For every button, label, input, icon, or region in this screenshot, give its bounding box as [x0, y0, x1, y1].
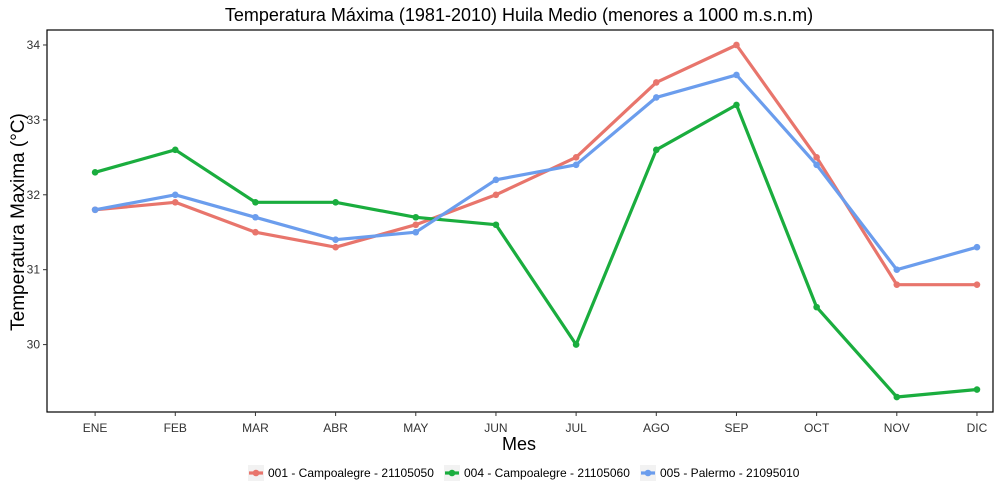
legend: 001 - Campoalegre - 21105050 004 - Campoa…: [248, 465, 800, 481]
x-axis: ENE FEB MAR ABR MAY JUN JUL AGO SEP OCT NOV DIC: [83, 412, 988, 435]
y-axis: 30 31 32 33 34: [27, 38, 47, 352]
data-point: [813, 154, 820, 161]
data-point: [652, 94, 660, 101]
data-point: [973, 281, 981, 288]
data-point: [252, 198, 259, 206]
data-point: [171, 198, 179, 206]
x-tick-label: OCT: [804, 421, 830, 435]
chart-title: Temperatura Máxima (1981-2010) Huila Med…: [225, 5, 813, 25]
data-point: [332, 236, 339, 244]
plot-panel: [46, 29, 994, 413]
y-tick-label: 31: [27, 263, 41, 277]
data-point: [492, 176, 500, 184]
data-point: [733, 101, 740, 109]
y-tick-label: 32: [27, 188, 41, 202]
data-point: [572, 341, 580, 348]
data-point: [252, 213, 259, 221]
data-point: [973, 243, 981, 251]
y-axis-title: Temperatura Maxima (°C): [8, 113, 29, 331]
data-point: [492, 191, 500, 199]
data-point: [652, 79, 660, 86]
data-point: [893, 266, 901, 273]
data-point: [332, 198, 339, 206]
legend-key-point: [252, 469, 260, 477]
series-line-2: [93, 103, 979, 399]
data-point: [813, 303, 820, 311]
series-line-1: [93, 43, 979, 287]
series-line-3: [93, 73, 979, 272]
data-point: [893, 281, 901, 288]
data-point: [412, 228, 420, 236]
x-tick-label: FEB: [164, 421, 187, 435]
data-point: [492, 221, 500, 229]
x-tick-label: MAY: [403, 421, 428, 435]
x-tick-label: AGO: [643, 421, 670, 435]
x-tick-label: DIC: [967, 421, 988, 435]
x-tick-label: SEP: [724, 421, 748, 435]
legend-label-1: 001 - Campoalegre - 21105050: [268, 466, 434, 480]
data-point: [893, 393, 901, 401]
data-point: [572, 154, 580, 161]
data-point: [91, 206, 99, 214]
data-point: [572, 161, 580, 169]
data-point: [332, 243, 339, 251]
legend-key-point: [644, 469, 652, 477]
x-tick-label: JUN: [484, 421, 507, 435]
data-point: [171, 191, 179, 199]
x-tick-label: ABR: [323, 421, 348, 435]
data-point: [733, 41, 740, 49]
legend-key-point: [448, 469, 456, 477]
x-tick-label: JUL: [565, 421, 587, 435]
data-point: [91, 169, 99, 176]
data-point: [813, 161, 820, 169]
data-point: [733, 71, 740, 79]
y-tick-label: 34: [27, 38, 41, 52]
legend-label-3: 005 - Palermo - 21095010: [660, 466, 800, 480]
data-point: [973, 386, 981, 393]
legend-label-2: 004 - Campoalegre - 21105060: [464, 466, 630, 480]
series-layer: [91, 41, 981, 401]
y-tick-label: 30: [27, 338, 41, 352]
x-tick-label: NOV: [884, 421, 910, 435]
x-tick-label: MAR: [242, 421, 269, 435]
data-point: [412, 221, 420, 229]
data-point: [652, 146, 660, 154]
data-point: [412, 213, 420, 221]
data-point: [171, 146, 179, 154]
y-tick-label: 33: [27, 113, 41, 127]
x-tick-label: ENE: [83, 421, 108, 435]
x-axis-title: Mes: [502, 434, 536, 454]
data-point: [252, 228, 259, 236]
